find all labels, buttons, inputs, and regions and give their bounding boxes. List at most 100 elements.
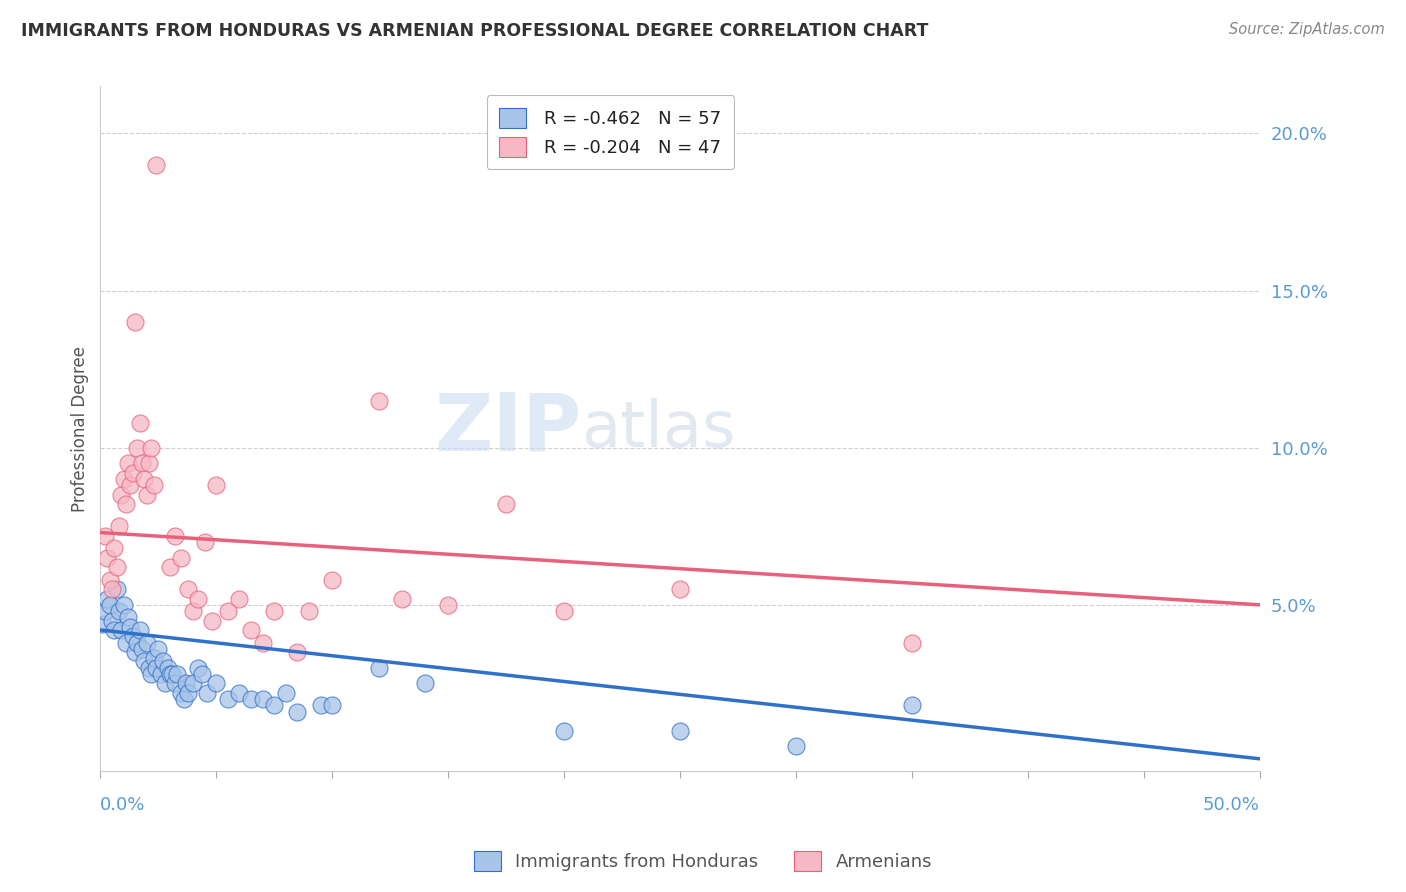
Point <box>142 478 165 492</box>
Point <box>127 635 149 649</box>
Point <box>437 598 460 612</box>
Point <box>145 158 167 172</box>
Point <box>131 457 153 471</box>
Point <box>177 686 200 700</box>
Point <box>110 623 132 637</box>
Point <box>101 582 124 596</box>
Point <box>98 598 121 612</box>
Text: 0.0%: 0.0% <box>100 797 146 814</box>
Point <box>141 441 163 455</box>
Point <box>121 629 143 643</box>
Point <box>228 591 250 606</box>
Point <box>228 686 250 700</box>
Point <box>785 739 807 754</box>
Point <box>124 315 146 329</box>
Point <box>135 488 157 502</box>
Point <box>96 591 118 606</box>
Point <box>155 676 177 690</box>
Point <box>177 582 200 596</box>
Point <box>149 667 172 681</box>
Point <box>274 686 297 700</box>
Point <box>187 661 209 675</box>
Point <box>252 692 274 706</box>
Point <box>170 550 193 565</box>
Y-axis label: Professional Degree: Professional Degree <box>72 346 89 512</box>
Point <box>128 416 150 430</box>
Point <box>127 441 149 455</box>
Point <box>120 478 142 492</box>
Point <box>101 614 124 628</box>
Point <box>173 692 195 706</box>
Point <box>217 692 239 706</box>
Point <box>901 635 924 649</box>
Point <box>142 651 165 665</box>
Point <box>159 560 181 574</box>
Point <box>112 472 135 486</box>
Point <box>309 698 332 713</box>
Point <box>117 610 139 624</box>
Point <box>145 661 167 675</box>
Point <box>194 535 217 549</box>
Point <box>103 623 125 637</box>
Point <box>669 582 692 596</box>
Point <box>201 614 224 628</box>
Point <box>134 654 156 668</box>
Text: ZIP: ZIP <box>434 390 582 468</box>
Point <box>252 635 274 649</box>
Point <box>134 472 156 486</box>
Point <box>495 497 517 511</box>
Point <box>240 692 263 706</box>
Point <box>263 698 285 713</box>
Point <box>901 698 924 713</box>
Point <box>121 466 143 480</box>
Point <box>187 591 209 606</box>
Point <box>205 676 228 690</box>
Point <box>152 654 174 668</box>
Point <box>128 623 150 637</box>
Point <box>553 723 575 738</box>
Point <box>108 519 131 533</box>
Point <box>191 667 214 681</box>
Point <box>138 661 160 675</box>
Point <box>112 598 135 612</box>
Point <box>391 591 413 606</box>
Point <box>174 676 197 690</box>
Text: IMMIGRANTS FROM HONDURAS VS ARMENIAN PROFESSIONAL DEGREE CORRELATION CHART: IMMIGRANTS FROM HONDURAS VS ARMENIAN PRO… <box>21 22 928 40</box>
Point <box>103 541 125 556</box>
Point <box>413 676 436 690</box>
Point <box>115 497 138 511</box>
Point <box>120 620 142 634</box>
Point <box>96 550 118 565</box>
Point <box>195 686 218 700</box>
Point <box>105 582 128 596</box>
Point <box>124 645 146 659</box>
Point <box>287 705 309 719</box>
Point <box>166 667 188 681</box>
Point <box>135 635 157 649</box>
Point <box>367 661 389 675</box>
Point <box>298 604 321 618</box>
Point <box>117 457 139 471</box>
Point <box>163 529 186 543</box>
Point <box>110 488 132 502</box>
Point <box>170 686 193 700</box>
Legend: Immigrants from Honduras, Armenians: Immigrants from Honduras, Armenians <box>467 844 939 879</box>
Point <box>181 676 204 690</box>
Point <box>217 604 239 618</box>
Point <box>321 573 343 587</box>
Point <box>181 604 204 618</box>
Point <box>163 676 186 690</box>
Text: atlas: atlas <box>582 398 735 460</box>
Point <box>159 667 181 681</box>
Point <box>148 641 170 656</box>
Point <box>115 635 138 649</box>
Legend: R = -0.462   N = 57, R = -0.204   N = 47: R = -0.462 N = 57, R = -0.204 N = 47 <box>486 95 734 169</box>
Point <box>205 478 228 492</box>
Point <box>91 616 114 631</box>
Point <box>321 698 343 713</box>
Point <box>156 661 179 675</box>
Point <box>131 641 153 656</box>
Point <box>160 667 183 681</box>
Point <box>141 667 163 681</box>
Point <box>367 393 389 408</box>
